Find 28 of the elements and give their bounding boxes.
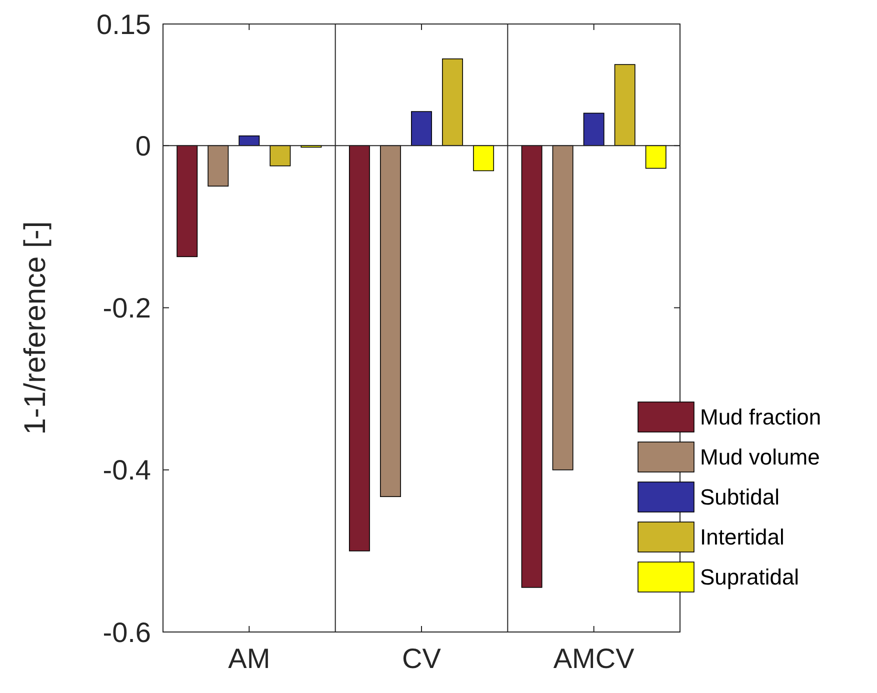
y-tick-label: 0.15 bbox=[96, 8, 151, 40]
bar bbox=[380, 145, 401, 498]
bar bbox=[348, 145, 370, 552]
bar bbox=[442, 58, 463, 146]
legend-label: Supratidal bbox=[700, 564, 800, 590]
bar bbox=[176, 145, 198, 258]
legend-label: Intertidal bbox=[700, 524, 784, 550]
legend-label: Subtidal bbox=[700, 484, 780, 510]
y-tick-label: -0.4 bbox=[102, 454, 151, 486]
x-tick-label: AM bbox=[228, 643, 270, 674]
bar bbox=[552, 145, 574, 470]
bar bbox=[583, 112, 604, 146]
bar bbox=[645, 145, 666, 169]
x-tick-label: AMCV bbox=[553, 643, 635, 674]
x-tick-label: CV bbox=[402, 643, 442, 674]
bar bbox=[208, 145, 229, 187]
bar bbox=[270, 145, 291, 166]
bar bbox=[521, 145, 542, 588]
y-axis-title: 1-1/reference [-] bbox=[19, 221, 52, 435]
y-tick-label: -0.2 bbox=[102, 292, 151, 324]
bar bbox=[411, 111, 432, 146]
y-tick-label: 0 bbox=[135, 130, 151, 162]
bar bbox=[238, 135, 260, 146]
bar bbox=[614, 64, 636, 146]
y-tick-label: -0.6 bbox=[102, 616, 151, 648]
legend-label: Mud volume bbox=[700, 444, 820, 470]
legend-label: Mud fraction bbox=[700, 404, 822, 430]
bar bbox=[473, 145, 494, 172]
